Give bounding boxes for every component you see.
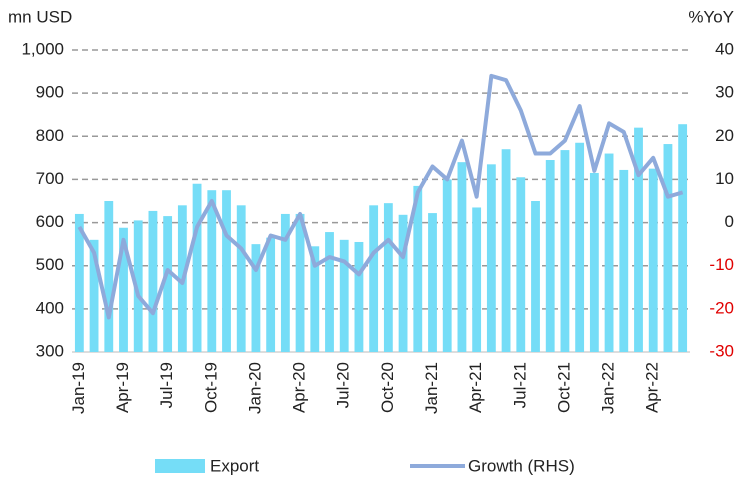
y-tick-label: 700: [36, 169, 64, 188]
y-tick-label: 1,000: [21, 39, 64, 58]
bar: [428, 213, 437, 352]
legend-label: Export: [210, 456, 259, 475]
bar: [119, 227, 128, 352]
y2-tick-label: 30: [715, 83, 734, 102]
bar: [560, 150, 570, 352]
y-tick-label: 600: [36, 212, 64, 231]
y2-tick-label: 10: [715, 169, 734, 188]
y2-tick-label: -20: [709, 298, 734, 317]
x-tick-label: Oct-19: [201, 362, 220, 413]
bar: [457, 162, 467, 352]
bar: [251, 244, 261, 352]
x-tick-label: Oct-20: [378, 362, 397, 413]
bar: [648, 168, 658, 352]
bar: [501, 149, 511, 352]
bar: [398, 214, 408, 352]
y2-tick-label: -30: [709, 341, 734, 360]
bar: [354, 241, 364, 352]
bar: [236, 205, 246, 352]
bar: [133, 220, 143, 352]
line: [77, 73, 684, 320]
bar: [74, 213, 84, 352]
legend-label: Growth (RHS): [468, 456, 575, 475]
x-tick-label: Oct-21: [554, 362, 573, 413]
y-tick-label: 500: [36, 255, 64, 274]
bar: [619, 169, 629, 352]
bar: [163, 216, 173, 352]
x-tick-label: Jul-21: [510, 362, 529, 408]
bar: [516, 177, 526, 352]
bar: [266, 237, 276, 352]
y-tick-label: 900: [36, 83, 64, 102]
bar: [89, 239, 99, 352]
bar: [634, 127, 643, 353]
x-tick-label: Apr-20: [290, 362, 309, 413]
bar: [280, 213, 290, 352]
x-tick-label: Jan-19: [69, 362, 88, 414]
x-tick-label: Jan-21: [422, 362, 441, 414]
y2-axis-title: %YoY: [688, 7, 734, 26]
bar: [575, 142, 585, 352]
x-tick-label: Apr-22: [643, 362, 662, 413]
x-tick-label: Jan-22: [599, 362, 618, 414]
bar: [545, 160, 555, 352]
y-tick-label: 400: [36, 298, 64, 317]
bar: [369, 205, 379, 352]
x-tick-label: Jul-19: [157, 362, 176, 408]
bar: [531, 201, 540, 352]
y-tick-label: 300: [36, 341, 64, 360]
y-axis-title: mn USD: [8, 7, 72, 26]
legend-swatch: [155, 459, 205, 473]
bar: [678, 124, 688, 352]
bar: [589, 172, 599, 352]
bar: [295, 213, 305, 352]
y2-tick-label: 20: [715, 126, 734, 145]
bar: [104, 201, 114, 352]
x-tick-label: Apr-19: [113, 362, 132, 413]
y2-tick-label: -10: [709, 255, 734, 274]
bar: [207, 190, 217, 352]
bar: [604, 153, 614, 352]
bar: [442, 179, 452, 352]
x-tick-label: Jan-20: [245, 362, 264, 414]
x-tick-label: Jul-20: [334, 362, 353, 408]
bar: [383, 203, 393, 352]
y-tick-label: 800: [36, 126, 64, 145]
bar: [325, 232, 334, 352]
bar: [663, 144, 673, 352]
y2-tick-label: 40: [715, 39, 734, 58]
bar: [222, 190, 231, 352]
x-tick-label: Apr-21: [466, 362, 485, 413]
y2-tick-label: 0: [725, 212, 734, 231]
bar: [413, 185, 423, 352]
bar: [310, 246, 320, 352]
bar: [148, 210, 158, 352]
bar: [339, 239, 349, 352]
bar: [472, 207, 482, 352]
bar: [486, 164, 496, 352]
bar: [192, 183, 202, 352]
